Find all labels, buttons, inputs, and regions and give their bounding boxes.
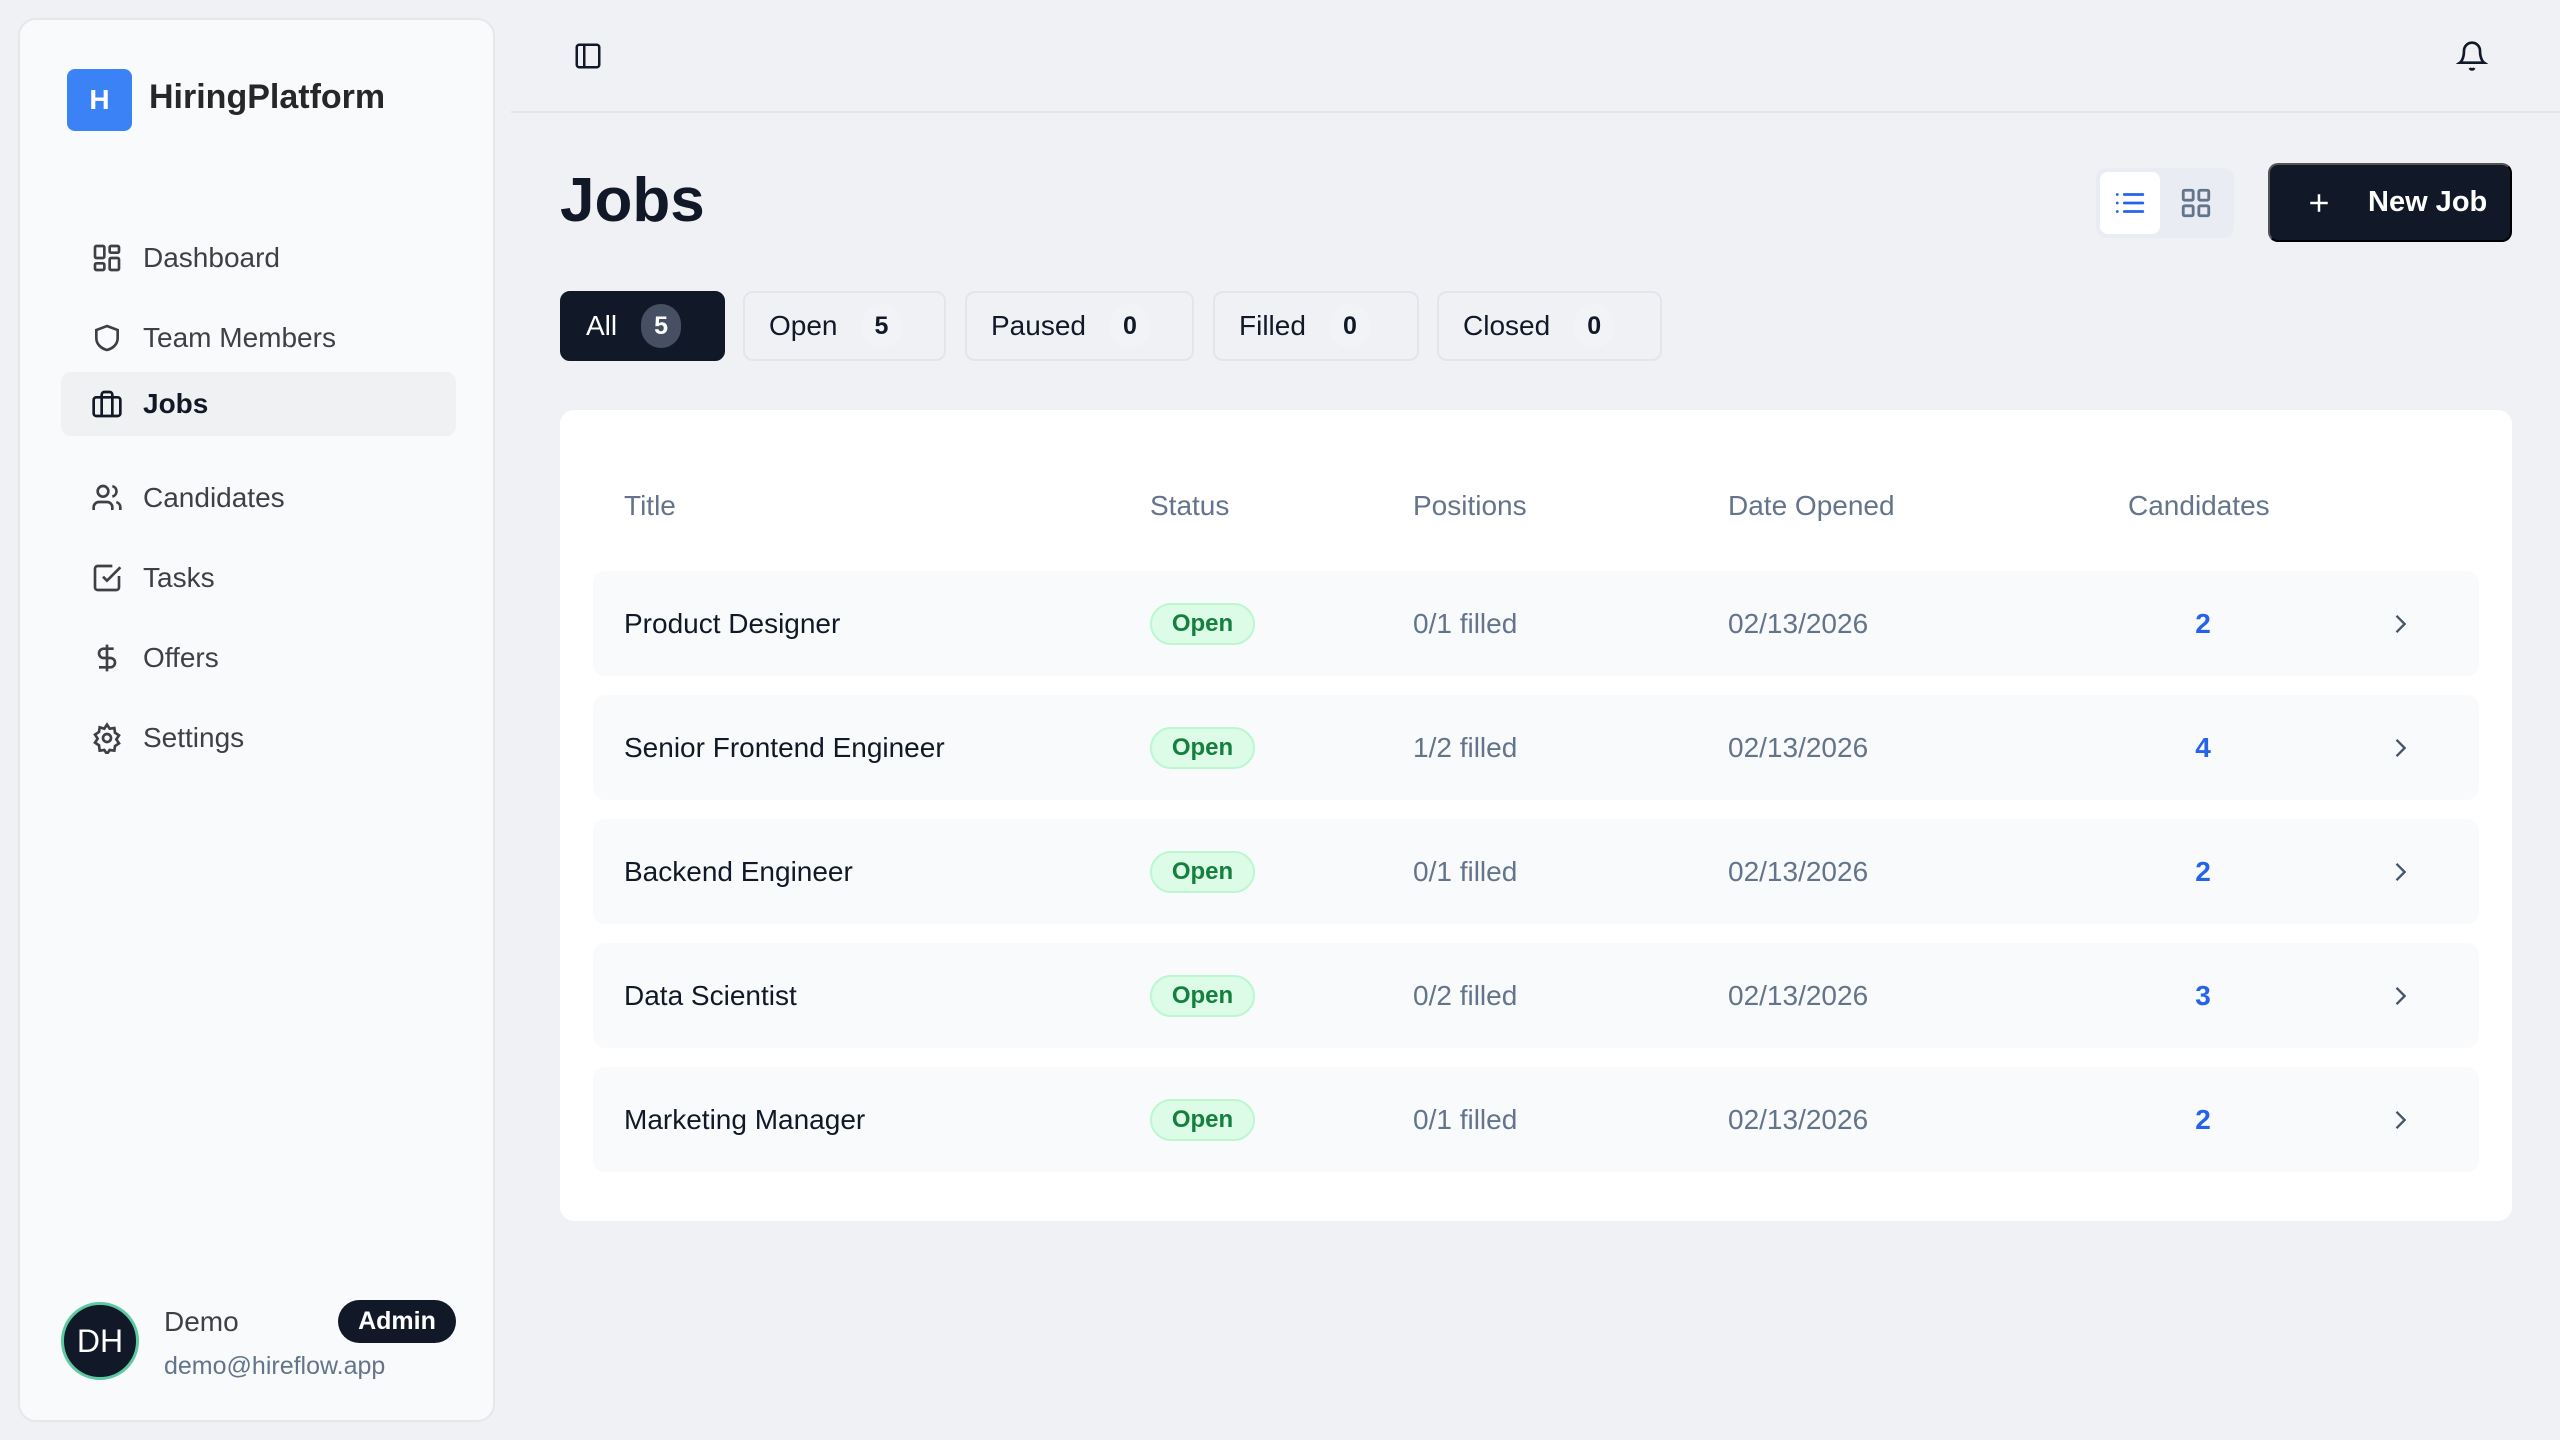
user-email: demo@hireflow.app <box>164 1352 386 1380</box>
table-row[interactable]: Backend Engineer Open 0/1 filled 02/13/2… <box>593 819 2479 924</box>
briefcase-icon <box>92 390 122 418</box>
jobs-table: Title Status Positions Date Opened Candi… <box>560 410 2512 1221</box>
filter-label: Closed <box>1463 310 1551 341</box>
plus-icon <box>2310 193 2328 212</box>
sidebar-panel-icon <box>575 43 601 69</box>
sidebar-item-label: Tasks <box>143 562 215 593</box>
date-opened: 02/13/2026 <box>1728 1103 1869 1135</box>
sidebar-item-label: Team Members <box>143 322 336 353</box>
job-title[interactable]: Senior Frontend Engineer <box>624 731 945 763</box>
filter-label: Paused <box>991 310 1086 341</box>
sidebar-item-offers[interactable]: Offers <box>61 626 456 690</box>
table-row[interactable]: Marketing Manager Open 0/1 filled 02/13/… <box>593 1067 2479 1172</box>
date-opened: 02/13/2026 <box>1728 731 1869 763</box>
filter-tab-paused[interactable]: Paused 0 <box>965 291 1194 361</box>
filter-label: Filled <box>1239 310 1306 341</box>
filter-count: 0 <box>1574 304 1615 348</box>
filter-count: 0 <box>1109 304 1150 348</box>
logo: H <box>67 69 132 131</box>
gear-icon <box>93 722 121 754</box>
status-badge: Open <box>1150 850 1255 893</box>
table-row[interactable]: Senior Frontend Engineer Open 1/2 filled… <box>593 695 2479 800</box>
app-name: HiringPlatform <box>149 78 386 116</box>
sidebar-item-label: Dashboard <box>143 242 280 273</box>
positions-filled: 0/1 filled <box>1413 1103 1518 1135</box>
list-view-button[interactable] <box>2100 172 2160 234</box>
toggle-sidebar-button[interactable] <box>566 34 610 78</box>
notifications-button[interactable] <box>2450 34 2494 78</box>
column-header-positions[interactable]: Positions <box>1413 490 1527 521</box>
sidebar-item-dashboard[interactable]: Dashboard <box>61 226 456 290</box>
sidebar-item-tasks[interactable]: Tasks <box>61 546 456 610</box>
job-title[interactable]: Marketing Manager <box>624 1103 866 1135</box>
sidebar-item-label: Settings <box>143 722 245 753</box>
sidebar-item-candidates[interactable]: Candidates <box>61 466 456 530</box>
sidebar-item-settings[interactable]: Settings <box>61 706 456 770</box>
sidebar-item-label: Offers <box>143 642 219 673</box>
filter-count: 5 <box>861 304 902 348</box>
job-title[interactable]: Data Scientist <box>624 979 797 1011</box>
status-badge: Open <box>1150 726 1255 769</box>
grid-icon <box>2181 188 2211 218</box>
filter-count: 0 <box>1329 304 1370 348</box>
filter-label: Open <box>769 310 838 341</box>
avatar[interactable]: DH <box>61 1302 139 1380</box>
view-toggle <box>2096 168 2234 238</box>
new-job-label: New Job <box>2368 186 2488 218</box>
users-icon <box>92 484 122 510</box>
sidebar: H HiringPlatform Dashboard Team Members … <box>18 18 495 1422</box>
chevron-right-icon[interactable] <box>2386 734 2414 762</box>
positions-filled: 0/1 filled <box>1413 855 1518 887</box>
topbar <box>511 0 2560 113</box>
bell-icon <box>2456 41 2488 71</box>
table-row[interactable]: Data Scientist Open 0/2 filled 02/13/202… <box>593 943 2479 1048</box>
sidebar-item-team-members[interactable]: Team Members <box>61 306 456 370</box>
grid-view-button[interactable] <box>2166 172 2226 234</box>
dashboard-icon <box>93 244 121 272</box>
status-badge: Open <box>1150 974 1255 1017</box>
checkbox-icon <box>93 564 122 592</box>
sidebar-item-jobs[interactable]: Jobs <box>61 372 456 436</box>
shield-icon <box>95 324 119 352</box>
filter-tab-filled[interactable]: Filled 0 <box>1213 291 1419 361</box>
column-header-date-opened[interactable]: Date Opened <box>1728 490 1895 521</box>
filter-count: 5 <box>641 304 682 348</box>
sidebar-item-label: Jobs <box>143 388 209 419</box>
job-title[interactable]: Product Designer <box>624 607 841 639</box>
user-name: Demo <box>164 1306 239 1337</box>
chevron-right-icon[interactable] <box>2386 1106 2414 1134</box>
new-job-button[interactable]: New Job <box>2268 163 2512 242</box>
filter-tab-closed[interactable]: Closed 0 <box>1437 291 1662 361</box>
page-title: Jobs <box>560 166 705 235</box>
positions-filled: 0/2 filled <box>1413 979 1518 1011</box>
list-icon <box>2115 193 2145 213</box>
chevron-right-icon[interactable] <box>2386 858 2414 886</box>
chevron-right-icon[interactable] <box>2386 610 2414 638</box>
job-title[interactable]: Backend Engineer <box>624 855 853 887</box>
sidebar-item-label: Candidates <box>143 482 285 513</box>
positions-filled: 0/1 filled <box>1413 607 1518 639</box>
filter-tab-open[interactable]: Open 5 <box>743 291 946 361</box>
column-header-candidates[interactable]: Candidates <box>2128 490 2270 521</box>
date-opened: 02/13/2026 <box>1728 607 1869 639</box>
column-header-status[interactable]: Status <box>1150 490 1230 521</box>
positions-filled: 1/2 filled <box>1413 731 1518 763</box>
dollar-icon <box>97 644 117 672</box>
filter-label: All <box>586 310 618 341</box>
filter-tab-all[interactable]: All 5 <box>560 291 725 361</box>
table-row[interactable]: Product Designer Open 0/1 filled 02/13/2… <box>593 571 2479 676</box>
status-badge: Open <box>1150 602 1255 645</box>
chevron-right-icon[interactable] <box>2386 982 2414 1010</box>
role-badge: Admin <box>338 1300 456 1343</box>
status-badge: Open <box>1150 1098 1255 1141</box>
date-opened: 02/13/2026 <box>1728 979 1869 1011</box>
column-header-title[interactable]: Title <box>624 490 676 521</box>
date-opened: 02/13/2026 <box>1728 855 1869 887</box>
